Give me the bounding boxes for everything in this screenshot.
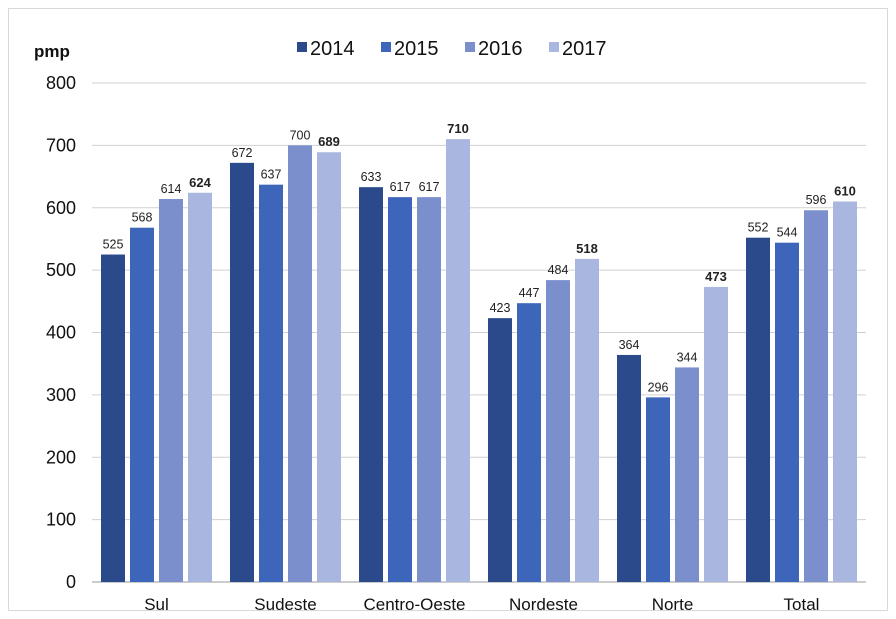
y-tick-label: 200 [46,447,76,467]
bar-2016-norte [675,367,699,582]
data-label: 473 [705,269,727,284]
data-label: 518 [576,241,598,256]
data-label: 344 [677,350,698,364]
data-label: 710 [447,121,469,136]
data-label: 525 [103,238,124,252]
bar-2014-norte [617,354,641,582]
data-label: 700 [290,128,311,142]
bar-2015-sul [130,227,154,582]
data-label: 672 [232,146,253,160]
y-tick-label: 600 [46,198,76,218]
gridlines [92,82,866,583]
bar-2014-sudeste [230,162,254,582]
data-label: 423 [490,301,511,315]
data-label: 568 [132,211,153,225]
bar-2015-total [775,242,799,582]
category-label: Total [784,595,820,614]
chart-frame [8,8,888,611]
bar-2016-nordeste [546,280,570,582]
category-label: Norte [652,595,694,614]
bar-2017-nordeste [575,258,599,582]
data-label: 544 [777,226,798,240]
bar-2016-total [804,210,828,582]
data-label: 624 [189,175,211,190]
data-label: 637 [261,168,282,182]
legend-swatch [549,42,559,52]
bar-2016-sudeste [288,145,312,582]
legend-swatch [381,42,391,52]
legend-swatch [465,42,475,52]
bar-2015-nordeste [517,303,541,582]
data-label: 296 [648,380,669,394]
bar-2014-nordeste [488,318,512,582]
y-tick-label: 400 [46,323,76,343]
bar-2017-total [833,201,857,582]
category-label: Sudeste [254,595,316,614]
bar-2014-centro-oeste [359,187,383,582]
legend-entry: 2015 [394,38,439,60]
bar-2017-centro-oeste [446,139,470,582]
data-label: 633 [361,170,382,184]
data-label: 364 [619,338,640,352]
data-label: 617 [390,180,411,194]
bars [101,139,857,583]
category-label: Nordeste [509,595,578,614]
bar-2016-sul [159,199,183,582]
data-label: 617 [419,180,440,194]
data-label: 484 [548,263,569,277]
bar-2014-sul [101,254,125,582]
y-tick-label: 100 [46,510,76,530]
y-tick-label: 0 [66,572,76,592]
bar-2017-sul [188,192,212,582]
bar-2015-centro-oeste [388,197,412,583]
legend: 2014 2015 2016 2017 [297,38,607,60]
data-label: 596 [806,193,827,207]
legend-entry: 2014 [310,38,355,60]
bar-2014-total [746,237,770,582]
bar-2016-centro-oeste [417,197,441,583]
bar-2015-norte [646,397,670,582]
legend-entry: 2016 [478,38,523,60]
bar-2017-norte [704,286,728,582]
legend-entry: 2017 [562,38,607,60]
y-tick-label: 700 [46,135,76,155]
y-axis-ticks: 0 100 200 300 400 500 600 700 800 [46,73,76,592]
bar-2017-sudeste [317,152,341,582]
y-tick-label: 500 [46,260,76,280]
bar-2015-sudeste [259,184,283,582]
y-tick-label: 300 [46,385,76,405]
y-axis-label: pmp [34,42,70,61]
y-tick-label: 800 [46,73,76,93]
legend-swatch [297,42,307,52]
data-label: 614 [161,182,182,196]
data-label: 552 [748,221,769,235]
data-label: 610 [834,184,856,199]
category-label: Sul [144,595,169,614]
data-label: 447 [519,286,540,300]
x-axis-categories: Sul Sudeste Centro-Oeste Nordeste Norte Total [144,595,819,614]
data-labels: 525 568 614 624 672 637 700 689 633 617 617 710 423 4… [103,121,856,394]
category-label: Centro-Oeste [363,595,465,614]
data-label: 689 [318,134,340,149]
